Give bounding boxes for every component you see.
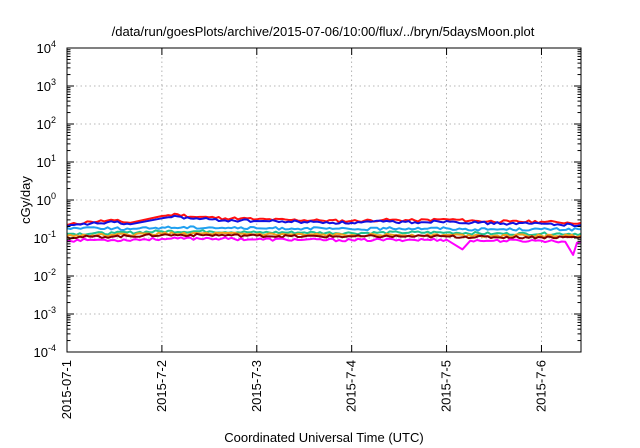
- x-tick-label: 2015-7-4: [344, 360, 359, 412]
- y-tick-label: 103: [37, 77, 56, 94]
- y-tick-label: 102: [37, 115, 56, 132]
- series-line: [66, 231, 582, 238]
- series-line: [66, 232, 582, 240]
- x-tick-label: 2015-7-2: [154, 360, 169, 412]
- series-line: [66, 236, 582, 256]
- x-tick-label: 2015-7-6: [533, 360, 548, 412]
- y-tick-label: 100: [37, 191, 56, 208]
- y-tick-label: 101: [37, 153, 56, 170]
- series-group: [66, 212, 582, 256]
- series-line: [66, 214, 582, 228]
- x-axis-label: Coordinated Universal Time (UTC): [224, 430, 423, 445]
- y-tick-label: 10-4: [34, 343, 56, 360]
- grid: [67, 48, 581, 352]
- series-line: [67, 229, 582, 236]
- y-tick-label: 10-2: [34, 267, 56, 284]
- y-tick-label: 104: [37, 39, 56, 56]
- series-line: [66, 225, 582, 232]
- y-tick-label: 10-1: [34, 229, 56, 246]
- chart-title: /data/run/goesPlots/archive/2015-07-06/1…: [112, 24, 535, 39]
- y-axis-label: cGy/day: [18, 176, 33, 224]
- x-tick-label: 2015-7-3: [249, 360, 264, 412]
- y-axis: 10-4 10-3 10-2 10-1 100 101 102 103 104: [34, 39, 581, 360]
- y-tick-label: 10-3: [34, 305, 56, 322]
- x-tick-label: 2015-7-5: [439, 360, 454, 412]
- x-axis: 2015-07-1 2015-7-2 2015-7-3 2015-7-4 2015-7-…: [59, 48, 548, 419]
- x-tick-label: 2015-07-1: [59, 360, 74, 419]
